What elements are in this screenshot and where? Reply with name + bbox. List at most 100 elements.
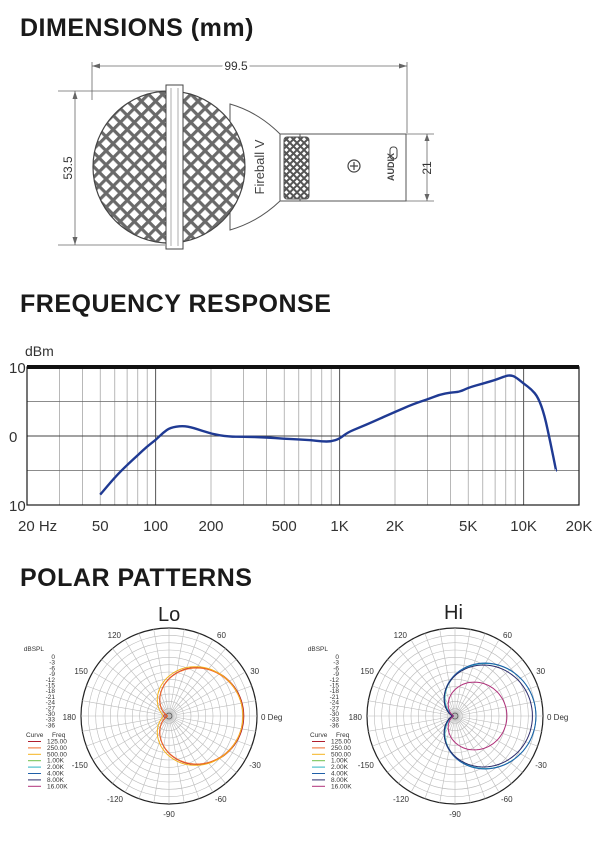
polar-spoke	[153, 629, 170, 717]
polar-angle-label: -120	[393, 795, 410, 804]
polar-angle-label: 180	[63, 713, 77, 722]
polar-spoke	[454, 715, 512, 784]
polar-angle-label: -90	[449, 810, 461, 819]
freq-ytick: 0	[9, 429, 17, 446]
polar-spoke	[454, 715, 532, 761]
polar-spoke	[138, 715, 170, 799]
db-level: -15	[46, 683, 56, 690]
legend-freq: 16.00K	[47, 783, 68, 790]
polar-angle-label: 90	[451, 623, 460, 625]
freq-xtick: 10K	[510, 518, 537, 535]
polar-angle-label: -60	[501, 795, 513, 804]
freq-xtick: 2K	[386, 518, 404, 535]
dimensions-drawing: 99.5 53.5 21 Fireball V AUDIX	[58, 57, 434, 250]
diameter-dimension: 53.5	[61, 156, 75, 180]
polar-spoke	[454, 700, 542, 717]
polar-spoke	[168, 715, 237, 773]
db-level: -21	[330, 694, 340, 701]
polar-angle-label: 60	[503, 631, 512, 640]
length-dimension: 99.5	[224, 59, 248, 73]
dimensions-heading: DIMENSIONS (mm)	[20, 14, 254, 42]
polar-spoke	[86, 715, 170, 747]
polar-spoke	[82, 700, 170, 717]
polar-spoke	[168, 633, 200, 717]
legend-freq: 1.00K	[331, 758, 349, 765]
polar-spoke	[410, 639, 456, 717]
polar-spoke	[378, 715, 456, 761]
polar-hi-title: Hi	[444, 602, 463, 624]
model-label: Fireball V	[252, 139, 267, 194]
polar-angle-label: -90	[163, 810, 175, 819]
polar-spoke	[168, 715, 200, 799]
legend-freq: 2.00K	[331, 764, 349, 771]
freq-ylabel: dBm	[25, 343, 54, 359]
dbspl-label: dBSPL	[308, 646, 329, 653]
legend-freq: 250.00	[331, 745, 351, 752]
legend-freq: 8.00K	[331, 777, 349, 784]
legend-freq: 8.00K	[47, 777, 65, 784]
polar-spoke	[168, 671, 246, 717]
polar-angle-label: -60	[215, 795, 227, 804]
polar-curve	[156, 666, 244, 766]
polar-spoke	[454, 639, 500, 717]
freq-ytick: 10	[9, 498, 26, 515]
polar-spoke	[168, 715, 226, 784]
db-level: -24	[330, 700, 340, 707]
freq-xtick: 200	[198, 518, 223, 535]
polar-lo-title: Lo	[158, 604, 181, 626]
db-level: -6	[333, 665, 339, 672]
polar-spoke	[124, 715, 170, 793]
legend-freq-header: Freq	[52, 732, 66, 739]
polar-spoke	[454, 715, 471, 803]
db-level: -30	[330, 711, 340, 718]
db-level: -30	[46, 711, 56, 718]
freq-xtick: 20K	[566, 518, 593, 535]
freq-xtick: 50	[92, 518, 109, 535]
polar-spoke	[454, 715, 542, 732]
legend-curve-header: Curve	[310, 732, 328, 739]
db-level: -9	[49, 671, 55, 678]
connector-grill	[283, 136, 310, 200]
polar-spoke	[112, 715, 170, 784]
db-level: -36	[330, 722, 340, 729]
polar-spoke	[168, 715, 252, 747]
polar-spoke	[454, 671, 532, 717]
polar-spoke	[168, 715, 246, 761]
polar-angle-label: 120	[108, 631, 122, 640]
legend-freq: 125.00	[331, 739, 351, 746]
polar-spoke	[92, 671, 170, 717]
db-level: -18	[46, 688, 56, 695]
polar-spoke	[424, 633, 456, 717]
polar-angle-label: 30	[250, 667, 259, 676]
polar-spoke	[112, 648, 170, 717]
db-level: -18	[330, 688, 340, 695]
legend-freq: 500.00	[47, 751, 67, 758]
polar-angle-label: 180	[349, 713, 363, 722]
brand-label: AUDIX	[386, 153, 396, 181]
polar-angle-label: -150	[72, 761, 89, 770]
polar-spoke	[454, 659, 523, 717]
polar-spoke	[439, 629, 456, 717]
db-level: -3	[333, 660, 339, 667]
polar-curve	[447, 681, 508, 751]
polar-spoke	[368, 700, 456, 717]
db-level: -9	[333, 671, 339, 678]
legend-curve-header: Curve	[26, 732, 44, 739]
polar-spoke	[454, 715, 486, 799]
legend-freq: 250.00	[47, 745, 67, 752]
db-level: 0	[51, 654, 55, 661]
polar-angle-label: 30	[536, 667, 545, 676]
polar-spoke	[368, 715, 456, 732]
db-level: -33	[46, 717, 56, 724]
legend-freq: 125.00	[47, 739, 67, 746]
legend-freq: 4.00K	[331, 771, 349, 778]
legend-freq: 2.00K	[47, 764, 65, 771]
dimension-lines	[58, 62, 434, 246]
polar-spoke	[454, 629, 471, 717]
freq-xtick: 5K	[459, 518, 477, 535]
ball-grille	[92, 84, 246, 250]
frequency-heading: FREQUENCY RESPONSE	[20, 290, 332, 318]
polar-angle-label: 0 Deg	[261, 713, 282, 722]
db-level: -27	[330, 705, 340, 712]
